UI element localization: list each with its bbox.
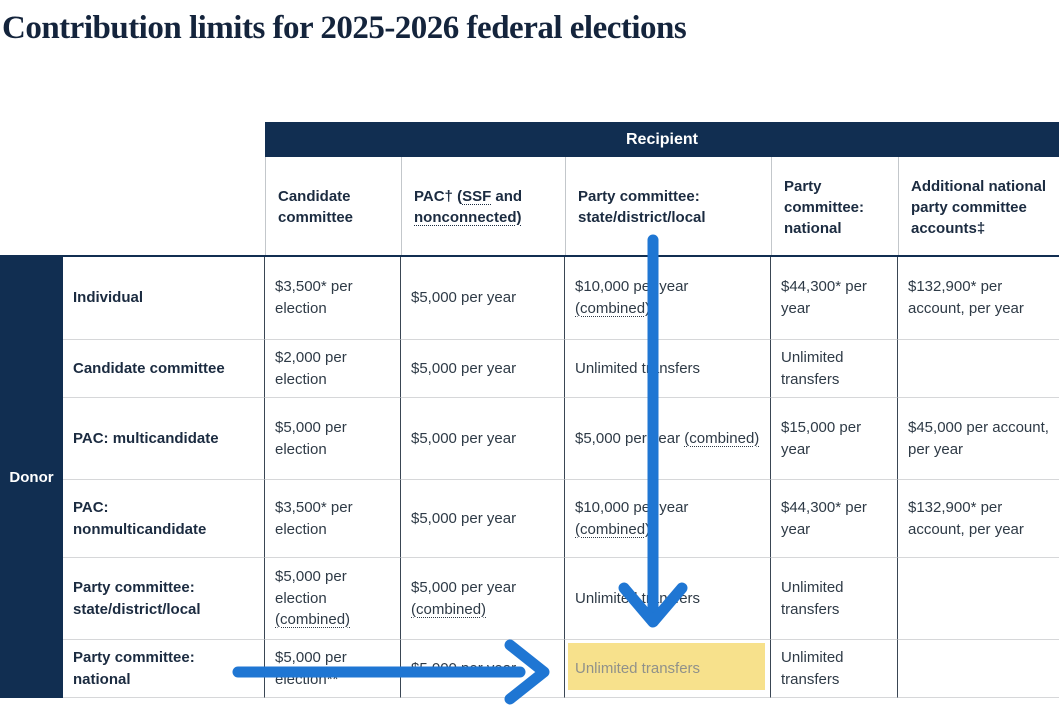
table-cell: $5,000 per year (combined): [565, 398, 771, 480]
table-cell: $5,000 per election**: [265, 640, 401, 698]
table-cell: $15,000 per year: [771, 398, 898, 480]
cell-text: $5,000 per year: [411, 509, 517, 527]
table-body: Donor Individual $3,500* per election $5,0…: [0, 255, 1059, 698]
cell-text: PAC† (SSF and nonconnected): [414, 186, 555, 228]
cell-text: Individual: [73, 289, 144, 307]
table-cell: $5,000 per election (combined): [265, 558, 401, 640]
cell-text: $132,900* per account, per year: [908, 498, 1024, 538]
cell-text: $44,300* per year: [781, 498, 867, 538]
column-header: Party committee: national: [771, 157, 898, 257]
row-header: Candidate committee: [63, 340, 265, 398]
table-cell: [898, 340, 1059, 398]
donor-header: Donor: [0, 257, 63, 698]
tooltip-term[interactable]: SSF: [462, 188, 492, 205]
table-cell: $10,000 per year (combined): [565, 257, 771, 340]
table-cell: $44,300* per year: [771, 480, 898, 558]
cell-text: $3,500* per election: [275, 278, 353, 317]
table-cell: $132,900* per account, per year: [898, 257, 1059, 340]
cell-text: $2,000 per election: [275, 348, 347, 388]
table-cell: $5,000 per year: [401, 340, 565, 398]
row-header: Individual: [63, 257, 265, 340]
table-cell: Unlimited transfers: [565, 558, 771, 640]
table-cell: Unlimited transfers: [771, 640, 898, 698]
cell-text: Unlimited transfers: [781, 348, 844, 388]
table-cell: [898, 640, 1059, 698]
table-cell: $5,000 per year: [401, 480, 565, 558]
cell-text: PAC: multicandidate: [73, 429, 219, 447]
cell-text: $45,000 per account, per year: [908, 418, 1049, 458]
table-cell: $44,300* per year: [771, 257, 898, 340]
table-cell: $3,500* per election: [265, 257, 401, 340]
table-cell: $2,000 per election: [265, 340, 401, 398]
cell-text: Unlimited transfers: [781, 578, 844, 618]
cell-text: Unlimited transfers: [575, 359, 701, 377]
row-header: PAC: nonmulticandidate: [63, 480, 265, 558]
table-cell: $5,000 per year (combined): [401, 558, 565, 640]
tooltip-term[interactable]: (combined): [575, 300, 651, 317]
highlighted-cell: Unlimited transfers: [565, 640, 771, 698]
table-cell: Unlimited transfers: [771, 558, 898, 640]
row-header: Party committee: state/district/local: [63, 558, 265, 640]
table-cell: Unlimited transfers: [565, 340, 771, 398]
cell-text: Candidate committee: [278, 188, 354, 226]
cell-text: $5,000 per year: [411, 429, 517, 447]
cell-text: Unlimited transfers: [575, 659, 701, 677]
page-title: Contribution limits for 2025-2026 federa…: [2, 10, 687, 46]
cell-text: Party committee: state/district/local: [578, 188, 706, 226]
tooltip-term[interactable]: (combined): [575, 520, 651, 538]
table-cell: $5,000 per year: [401, 257, 565, 340]
text-segment: $5,000 per election: [275, 567, 347, 607]
cell-text: $5,000 per election: [275, 418, 347, 458]
table-cell: [898, 558, 1059, 640]
cell-text: $5,000 per year: [411, 659, 517, 677]
table-cell: Unlimited transfers: [771, 340, 898, 398]
cell-text: Party committee: state/district/local: [73, 578, 201, 618]
column-header: Additional national party committee acco…: [898, 157, 1059, 257]
cell-text: Unlimited transfers: [575, 589, 701, 607]
row-header: PAC: multicandidate: [63, 398, 265, 480]
cell-text: Party committee: national: [73, 648, 195, 688]
cell-text: $44,300* per year: [781, 278, 867, 317]
cell-text: $132,900* per account, per year: [908, 278, 1024, 317]
cell-text: Party committee: national: [784, 177, 865, 237]
table-cell: $3,500* per election: [265, 480, 401, 558]
table-cell: $132,900* per account, per year: [898, 480, 1059, 558]
text-segment: $10,000 per year: [575, 278, 689, 296]
column-headers: Candidate committee PAC† (SSF and nonconn…: [265, 157, 1059, 257]
table-cell: $45,000 per account, per year: [898, 398, 1059, 480]
tooltip-term[interactable]: (combined): [275, 611, 351, 629]
cell-text: $5,000 per election (combined): [275, 566, 392, 631]
cell-text: Additional national party committee acco…: [911, 177, 1046, 237]
cell-text: $5,000 per year (combined): [411, 577, 556, 621]
text-segment: PAC† (: [414, 188, 463, 205]
cell-text: Unlimited transfers: [781, 648, 844, 688]
text-segment: $10,000 per year: [575, 498, 689, 516]
cell-text: $5,000 per year: [411, 289, 517, 307]
recipient-header: Recipient: [265, 122, 1059, 157]
cell-text: $5,000 per year: [411, 359, 517, 377]
text-segment: and: [491, 188, 523, 205]
cell-text: $10,000 per year (combined): [575, 276, 762, 320]
tooltip-term[interactable]: nonconnected): [414, 209, 522, 226]
cell-text: $5,000 per election**: [275, 648, 347, 688]
cell-text: Candidate committee: [73, 359, 225, 377]
table-cell: $5,000 per year: [401, 640, 565, 698]
cell-text: $15,000 per year: [781, 418, 862, 458]
column-header: PAC† (SSF and nonconnected): [401, 157, 565, 257]
row-header: Party committee: national: [63, 640, 265, 698]
table-cell: $10,000 per year (combined): [565, 480, 771, 558]
tooltip-term[interactable]: (combined): [411, 600, 487, 618]
cell-text: $5,000 per year (combined): [575, 428, 759, 450]
table-cell: $5,000 per year: [401, 398, 565, 480]
text-segment: $5,000 per year: [575, 429, 685, 447]
cell-text: $3,500* per election: [275, 498, 353, 538]
cell-text: $10,000 per year (combined): [575, 497, 762, 541]
cell-text: PAC: nonmulticandidate: [73, 498, 207, 538]
text-segment: $5,000 per year: [411, 578, 517, 596]
column-header: Candidate committee: [265, 157, 401, 257]
column-header: Party committee: state/district/local: [565, 157, 771, 257]
table-cell: $5,000 per election: [265, 398, 401, 480]
tooltip-term[interactable]: (combined): [684, 429, 760, 447]
